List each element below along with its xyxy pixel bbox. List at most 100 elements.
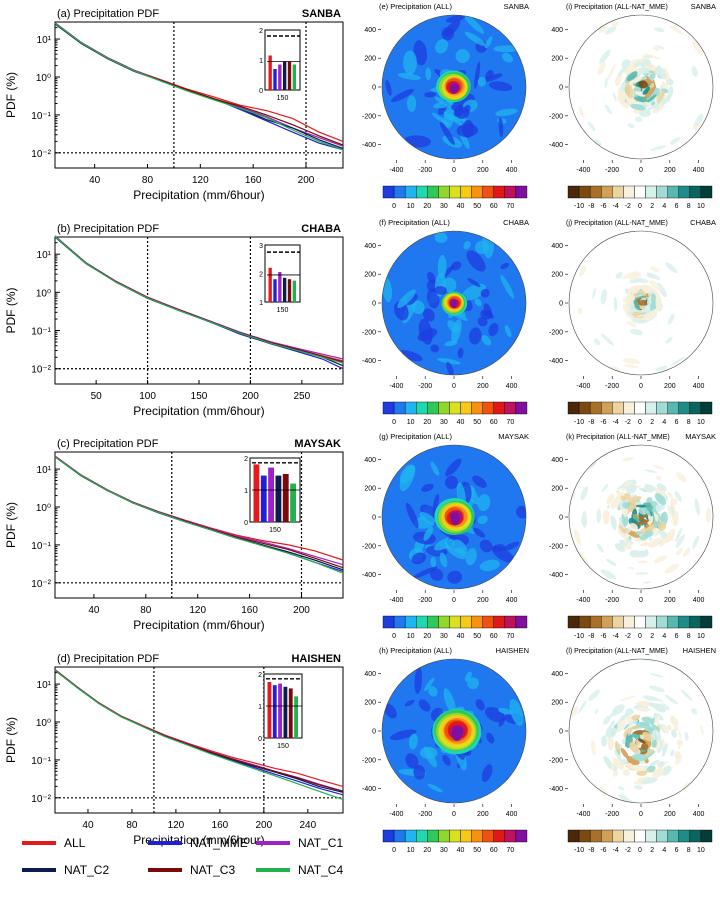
y-tick-label: -200: [549, 757, 563, 764]
anomaly-patch: [650, 722, 661, 733]
x-tick-label: 100: [139, 391, 156, 402]
anomaly-patch: [642, 86, 651, 95]
y-tick-label: -200: [362, 113, 376, 120]
anomaly-patch: [617, 95, 629, 109]
inset-bar-nat_mme: [273, 69, 277, 90]
domain-outline: [381, 658, 527, 804]
colorbar-tick-label: 30: [440, 419, 448, 426]
y-tick-label: 10¹: [37, 35, 52, 46]
anomaly-patch: [660, 703, 670, 711]
y-tick-label: 10¹: [37, 250, 52, 261]
rain-band: [498, 716, 506, 727]
series-line-nat_c4: [54, 236, 344, 364]
colorbar-cell: [504, 185, 517, 199]
rain-band: [428, 685, 438, 697]
colorbar-cell: [678, 185, 691, 199]
rain-core-max: [451, 300, 457, 309]
y-tick-label: 0: [559, 515, 563, 522]
inset-bar-all: [267, 682, 272, 738]
x-tick-label: 400: [693, 383, 705, 390]
y-tick-label: 400: [551, 457, 563, 464]
map-panel-e: -400 -200 0 200 400 400 200 0 -200 -400 (e) Precip…: [362, 2, 529, 174]
rain-band: [406, 95, 417, 112]
y-tick-label: 10⁻²: [31, 579, 51, 590]
anomaly-patch: [590, 740, 596, 755]
anomaly-patch: [638, 506, 649, 515]
rain-band: [418, 699, 431, 712]
domain-outline: [568, 14, 714, 160]
anomaly-patch: [615, 271, 623, 279]
anomaly-patch: [661, 723, 669, 734]
rain-band: [464, 31, 486, 47]
anomaly-patch: [618, 516, 627, 532]
colorbar-cell: [589, 401, 602, 415]
y-tick-label: 0: [372, 301, 376, 308]
anomaly-patch: [601, 735, 607, 747]
colorbar-cell: [515, 615, 528, 629]
anomaly-patch: [572, 491, 576, 499]
colorbar-cell: [427, 401, 439, 415]
colorbar-tick-label: 8: [687, 633, 691, 640]
inset-bar-nat_c3: [287, 61, 292, 90]
y-tick-label: 10⁰: [36, 503, 51, 514]
inset-bar-nat_c4: [294, 696, 298, 738]
colorbar-tick-label: 10: [407, 633, 415, 640]
anomaly-patch: [622, 501, 630, 510]
colorbar-cell: [416, 185, 428, 199]
colorbar-cell: [634, 615, 646, 629]
anomaly-patch: [628, 523, 638, 532]
anomaly-patch: [593, 231, 601, 233]
anomaly-patch: [649, 280, 662, 291]
anomaly-patch: [652, 79, 656, 89]
y-tick-label: -400: [362, 572, 376, 579]
rain-band: [427, 271, 436, 284]
colorbar-tick-label: 60: [490, 847, 498, 854]
anomaly-patch: [638, 80, 648, 89]
anomaly-patch: [634, 96, 644, 102]
colorbar-tick-label: 60: [490, 633, 498, 640]
anomaly-patch: [647, 813, 656, 818]
y-tick-label: -200: [362, 329, 376, 336]
rain-band: [477, 515, 488, 525]
legend-item-nat_c3: NAT_C3: [148, 863, 235, 877]
anomaly-patch: [563, 727, 567, 743]
colorbar-tick-label: -2: [625, 419, 631, 426]
anomaly-patch: [627, 123, 635, 129]
colorbar-cell: [589, 615, 602, 629]
rain-band: [417, 328, 438, 342]
map-panel-f: -400 -200 0 200 400 400 200 0 -200 -400 (f) Precip…: [362, 218, 529, 390]
x-tick-label: 200: [664, 167, 676, 174]
rain-band: [481, 764, 493, 783]
anomaly-patch: [571, 705, 579, 717]
inset-y-tick-label: 1: [259, 58, 263, 65]
colorbar-cell: [612, 829, 624, 843]
anomaly-patch: [694, 498, 701, 516]
colorbar-tick-label: -6: [600, 847, 606, 854]
colorbar-cell: [567, 185, 580, 199]
inset-bar-nat_mme: [273, 279, 277, 302]
colorbar-tick-label: 0: [392, 633, 396, 640]
map-field: [382, 445, 526, 589]
rain-band: [406, 293, 418, 306]
x-tick-label: 400: [693, 167, 705, 174]
panel-title: (b) Precipitation PDF: [57, 223, 159, 235]
anomaly-patch: [626, 307, 630, 312]
anomaly-patch: [609, 720, 615, 727]
anomaly-patch: [671, 729, 677, 738]
anomaly-patch: [594, 139, 602, 146]
y-tick-label: 400: [364, 671, 376, 678]
anomaly-patch: [609, 366, 621, 373]
colorbar-cell: [656, 829, 668, 843]
colorbar-tick-label: 0: [392, 203, 396, 210]
colorbar-tick-label: 20: [423, 203, 431, 210]
anomaly-patch: [625, 293, 632, 307]
colorbar-tick-label: -6: [600, 633, 606, 640]
rain-band: [434, 286, 447, 295]
y-tick-label: 200: [551, 486, 563, 493]
map-field: [569, 231, 713, 375]
rain-band: [421, 483, 434, 492]
colorbar-cell: [504, 829, 517, 843]
legend-item-all: ALL: [22, 836, 86, 850]
anomaly-patch: [657, 521, 667, 531]
